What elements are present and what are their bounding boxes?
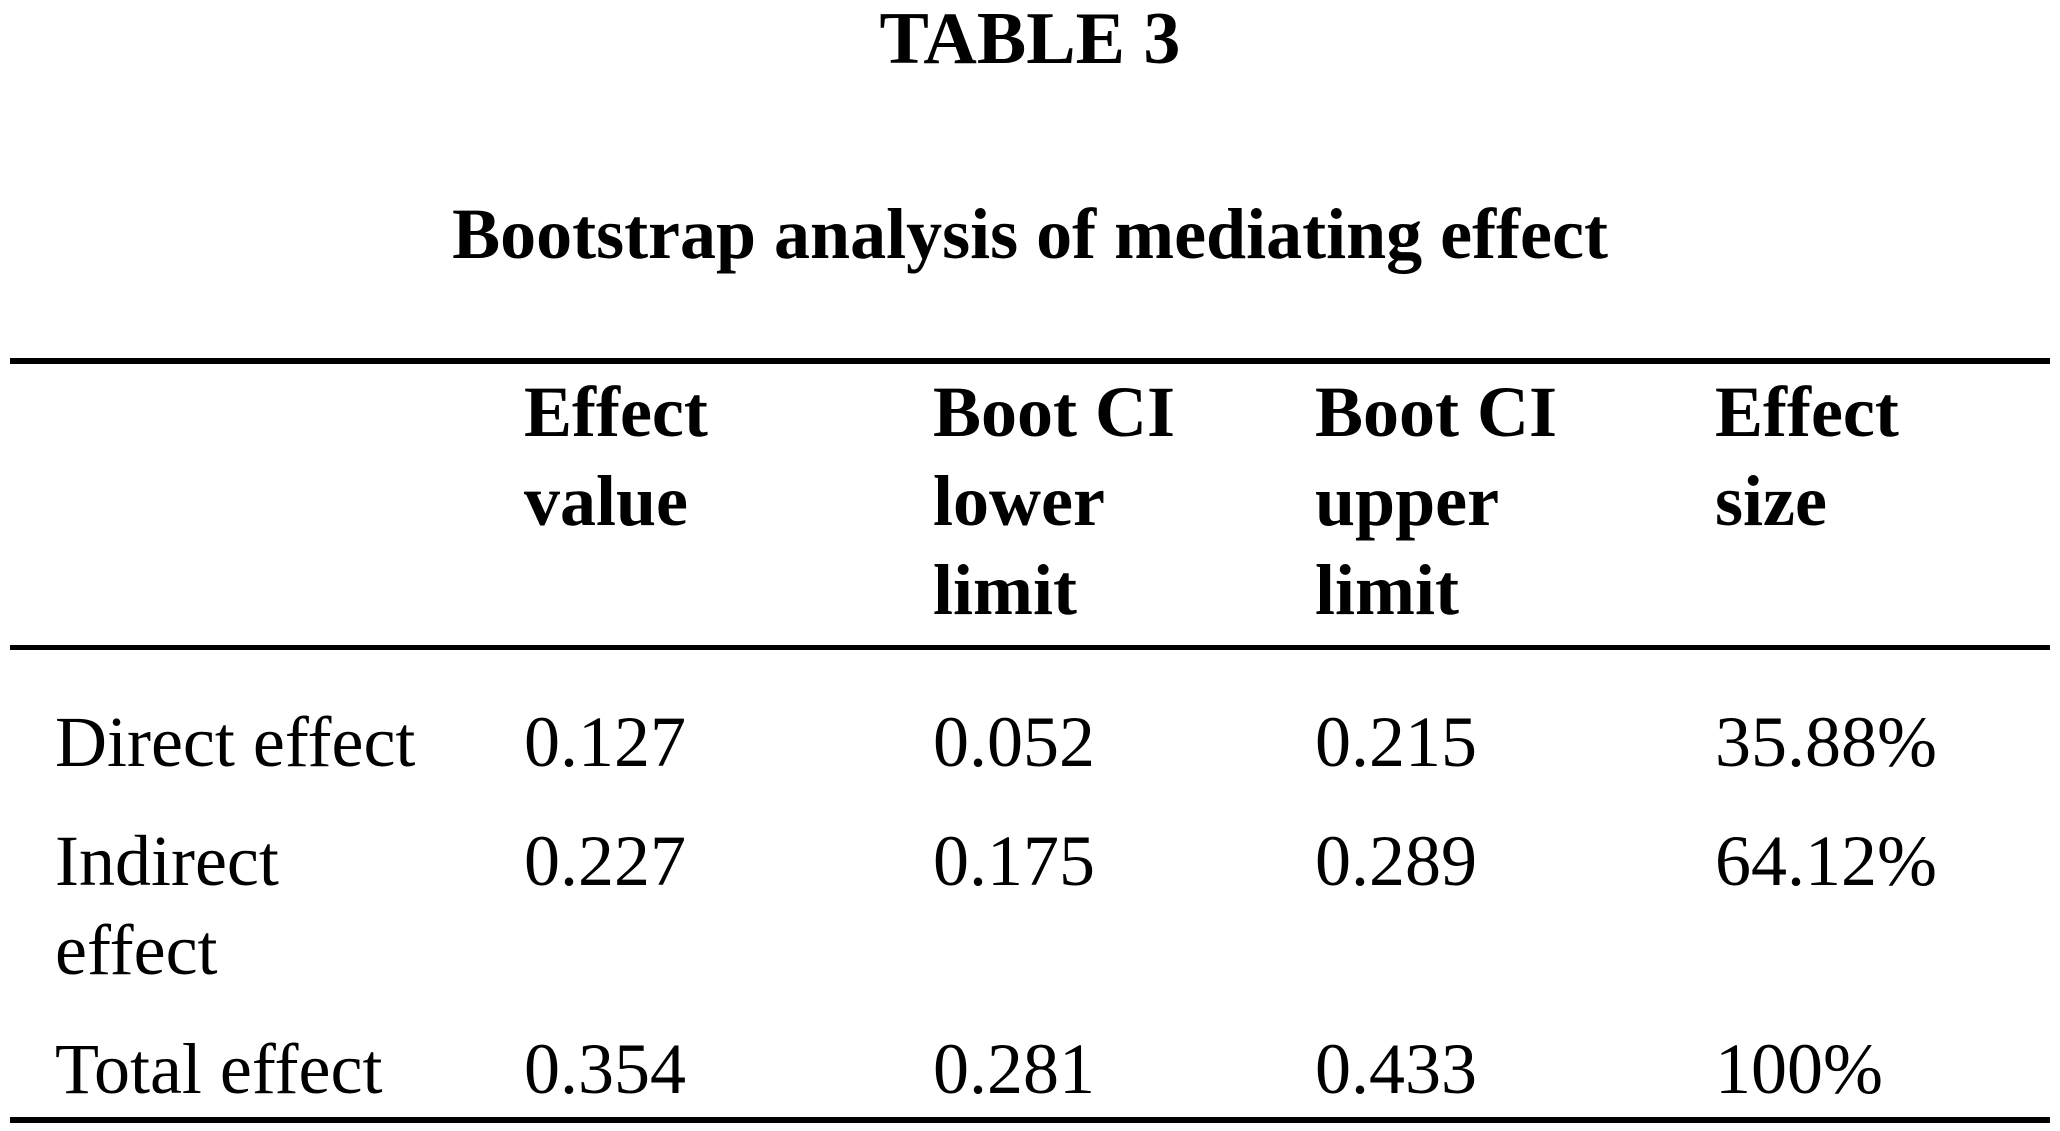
effect-value-cell: 0.127: [524, 702, 686, 782]
effect-value-cell: 0.227: [524, 821, 686, 901]
table-header-row: Effect value Boot CI lower limit Boot CI…: [55, 368, 2050, 635]
table-number-title: TABLE 3: [879, 0, 1181, 80]
effect-size-cell: 64.12%: [1715, 821, 1937, 901]
boot-ci-lower-cell: 0.281: [933, 1029, 1095, 1109]
effect-size-cell: 35.88%: [1715, 702, 1937, 782]
header-effect-size: Effect size: [1715, 372, 1899, 541]
row-label: Direct effect: [55, 702, 416, 782]
table-bottom-rule: [10, 1117, 2050, 1123]
boot-ci-upper-cell: 0.289: [1315, 821, 1477, 901]
effect-size-cell: 100%: [1715, 1029, 1883, 1109]
table-row-direct-effect: Direct effect 0.127 0.052 0.215 35.88%: [55, 698, 2050, 787]
header-effect-value: Effect value: [524, 372, 708, 541]
table-header-separator-rule: [10, 645, 2050, 650]
table-top-rule: [10, 358, 2050, 364]
effect-value-cell: 0.354: [524, 1029, 686, 1109]
table-row-indirect-effect: Indirect effect 0.227 0.175 0.289 64.12%: [55, 817, 2050, 995]
boot-ci-upper-cell: 0.215: [1315, 702, 1477, 782]
boot-ci-lower-cell: 0.052: [933, 702, 1095, 782]
boot-ci-lower-cell: 0.175: [933, 821, 1095, 901]
table-row-total-effect: Total effect 0.354 0.281 0.433 100%: [55, 1025, 2050, 1114]
row-label: Total effect: [55, 1029, 383, 1109]
header-row-label: [55, 368, 524, 635]
header-boot-ci-lower-limit: Boot CI lower limit: [933, 372, 1176, 630]
header-boot-ci-upper-limit: Boot CI upper limit: [1315, 372, 1558, 630]
table-caption: Bootstrap analysis of mediating effect: [452, 194, 1608, 274]
boot-ci-upper-cell: 0.433: [1315, 1029, 1477, 1109]
row-label: Indirect effect: [55, 821, 279, 990]
